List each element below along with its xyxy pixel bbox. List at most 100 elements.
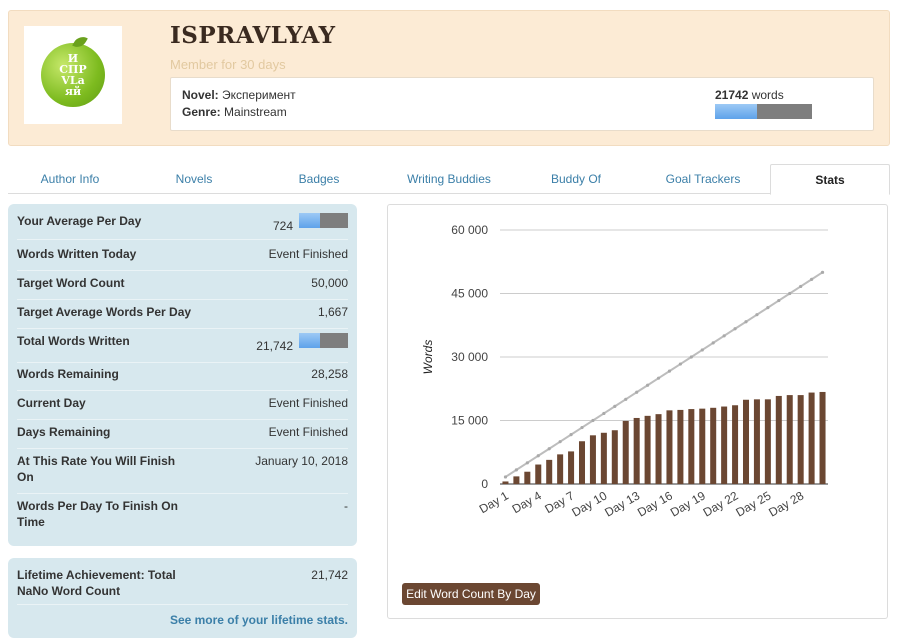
target-point	[602, 411, 606, 416]
tab-buddy-of[interactable]: Buddy Of	[550, 172, 602, 186]
target-point	[711, 341, 715, 345]
stat-value: 28,258	[311, 367, 348, 381]
tab-stats[interactable]: Stats	[770, 164, 890, 195]
chart-bar	[742, 399, 750, 484]
stat-value: January 10, 2018	[255, 454, 348, 468]
target-point	[646, 383, 650, 387]
x-tick-label: Day 19	[668, 488, 708, 519]
y-tick-label: 15 000	[451, 414, 488, 428]
word-progress-bar	[715, 104, 812, 119]
edit-word-count-button[interactable]: Edit Word Count By Day	[402, 583, 540, 605]
chart-bar	[557, 454, 564, 484]
tab-goal-trackers[interactable]: Goal Trackers	[665, 172, 741, 186]
stat-value: 21,742	[256, 339, 293, 353]
average-progress-bar	[299, 213, 348, 228]
stat-row-target-word-count: Target Word Count 50,000	[17, 275, 348, 300]
x-tick-label: Day 16	[635, 488, 675, 519]
avatar-letter-line: И	[67, 52, 79, 65]
target-point	[810, 277, 814, 281]
x-tick-label: Day 4	[510, 488, 544, 516]
tab-badges[interactable]: Badges	[298, 172, 340, 186]
y-axis-label: Words	[421, 340, 435, 375]
genre-value: Mainstream	[224, 105, 287, 119]
profile-tabs: Author Info Novels Badges Writing Buddie…	[8, 164, 890, 195]
stat-row-target-average: Target Average Words Per Day 1,667	[17, 304, 348, 329]
target-point	[733, 327, 737, 331]
chart-bar	[513, 476, 520, 484]
chart-bar	[622, 420, 629, 484]
stat-label: Total Words Written	[17, 334, 130, 348]
stat-label: Days Remaining	[17, 425, 111, 439]
genre-label: Genre:	[182, 105, 221, 119]
avatar-lettering: И СПР VLа яй	[59, 53, 86, 97]
stat-label: Current Day	[17, 396, 86, 410]
stat-row-total-words: Total Words Written 21,742	[17, 333, 348, 363]
stat-label: Words Remaining	[17, 367, 119, 381]
stat-value: -	[344, 499, 348, 513]
novel-label: Novel:	[182, 88, 219, 102]
x-tick-label: Day 25	[733, 488, 773, 519]
word-progress-fill	[715, 104, 758, 119]
stats-panel: Your Average Per Day 724 Words Written T…	[8, 204, 357, 546]
profile-header: И СПР VLа яй ISPRAVLYAY Member for 30 da…	[8, 10, 890, 146]
avatar-letter-line: яй	[64, 85, 82, 98]
target-point	[547, 447, 551, 451]
chart-bar	[589, 435, 596, 484]
target-point	[635, 390, 639, 394]
stat-value: 1,667	[317, 305, 348, 319]
target-point	[744, 320, 748, 324]
stat-row-words-today: Words Written Today Event Finished	[17, 246, 348, 271]
chart-bar	[611, 430, 618, 484]
stat-row-current-day: Current Day Event Finished	[17, 395, 348, 420]
stat-label: At This Rate You Will Finish On	[17, 454, 176, 484]
novel-title[interactable]: Эксперимент	[222, 88, 296, 102]
stat-value: 50,000	[311, 276, 348, 290]
target-point	[766, 306, 770, 310]
chart-bar	[524, 471, 531, 484]
y-tick-label: 45 000	[451, 287, 488, 301]
apple-logo-icon: И СПР VLа яй	[41, 33, 105, 107]
target-point	[820, 270, 825, 274]
lifetime-stats-link[interactable]: See more of your lifetime stats.	[169, 613, 348, 627]
chart-bar	[655, 414, 662, 484]
avatar-letter-line: а	[77, 74, 85, 87]
word-count: 21742 words	[715, 88, 784, 102]
target-point	[580, 425, 584, 430]
chart-bar	[764, 399, 771, 484]
tab-novels[interactable]: Novels	[175, 172, 213, 186]
stat-row-words-per-day-to-finish: Words Per Day To Finish On Time -	[17, 498, 348, 538]
genre-line: Genre: Mainstream	[182, 105, 287, 119]
target-point	[591, 418, 595, 423]
lifetime-panel: Lifetime Achievement: Total NaNo Word Co…	[8, 558, 357, 638]
stat-row-finish-date: At This Rate You Will Finish On January …	[17, 453, 348, 494]
username: ISPRAVLYAY	[170, 22, 336, 49]
lifetime-label: Lifetime Achievement: Total NaNo Word Co…	[17, 568, 176, 598]
target-point	[613, 404, 617, 408]
x-tick-label: Day 13	[602, 488, 642, 519]
chart-bar	[633, 417, 640, 484]
target-point	[722, 334, 726, 338]
x-tick-label: Day 28	[766, 488, 806, 519]
x-tick-label: Day 10	[569, 488, 609, 519]
lifetime-row: Lifetime Achievement: Total NaNo Word Co…	[17, 567, 348, 605]
stat-row-days-remaining: Days Remaining Event Finished	[17, 424, 348, 449]
member-since: Member for 30 days	[170, 57, 286, 72]
avatar[interactable]: И СПР VLа яй	[24, 26, 122, 124]
chart-bar	[753, 399, 760, 484]
avatar-letter-line: VL	[61, 74, 78, 87]
target-point	[569, 433, 573, 437]
chart-bar	[546, 459, 553, 484]
target-point	[503, 475, 508, 479]
tab-writing-buddies[interactable]: Writing Buddies	[407, 172, 491, 186]
tab-author-info[interactable]: Author Info	[40, 172, 100, 186]
chart-bar	[677, 409, 684, 484]
stat-label: Your Average Per Day	[17, 214, 142, 228]
target-point	[536, 454, 540, 458]
chart-bar	[710, 407, 717, 484]
stat-value: Event Finished	[268, 247, 348, 261]
word-count-number: 21742	[715, 88, 749, 102]
chart-bar	[808, 392, 815, 484]
average-progress-fill	[299, 213, 321, 228]
novel-line: Novel: Эксперимент	[182, 88, 296, 102]
target-point	[558, 440, 562, 444]
